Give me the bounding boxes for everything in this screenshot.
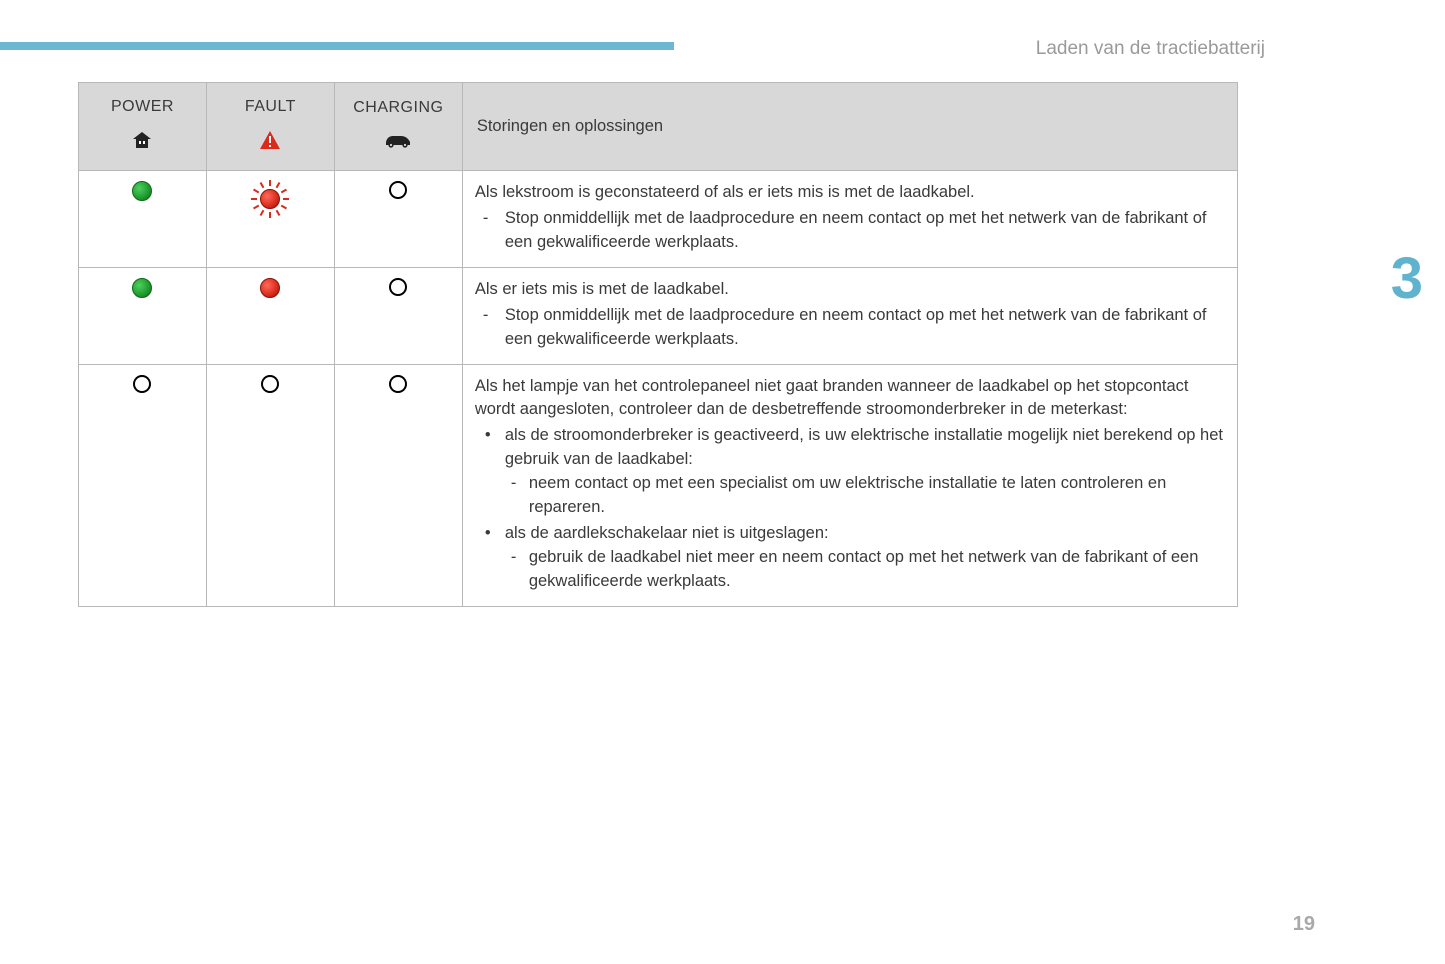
sub-list-item: gebruik de laadkabel niet meer en neem c… (505, 546, 1225, 594)
led-off (261, 375, 279, 393)
house-plug-icon (130, 136, 154, 154)
indicator-cell-charging (334, 171, 462, 268)
header-power: POWER (79, 83, 207, 171)
list-item: Stop onmiddellijk met de laadprocedure e… (475, 304, 1225, 352)
indicator-cell-fault (206, 364, 334, 606)
table-row: Als het lampje van het controlepaneel ni… (79, 364, 1238, 606)
led-green (132, 181, 152, 201)
car-icon (383, 135, 413, 153)
indicator-cell-power (79, 364, 207, 606)
indicator-cell-fault (206, 267, 334, 364)
header-power-label: POWER (91, 98, 194, 116)
header-charging: CHARGING (334, 83, 462, 171)
sub-list-item: neem contact op met een specialist om uw… (505, 472, 1225, 520)
warning-triangle-icon (259, 136, 281, 154)
description-cell: Als lekstroom is geconstateerd of als er… (462, 171, 1237, 268)
page-header-title: Laden van de tractiebatterij (1036, 38, 1265, 60)
indicator-cell-power (79, 171, 207, 268)
header-description: Storingen en oplossingen (462, 83, 1237, 171)
led-off (389, 181, 407, 199)
row-list: als de stroomonderbreker is geactiveerd,… (475, 424, 1225, 593)
led-red-flashing (252, 181, 288, 217)
led-green (132, 278, 152, 298)
indicator-cell-charging (334, 267, 462, 364)
fault-table: POWER FAULT (78, 82, 1238, 607)
list-item: als de stroomonderbreker is geactiveerd,… (475, 424, 1225, 520)
description-cell: Als het lampje van het controlepaneel ni… (462, 364, 1237, 606)
indicator-cell-power (79, 267, 207, 364)
table-row: Als lekstroom is geconstateerd of als er… (79, 171, 1238, 268)
indicator-cell-charging (334, 364, 462, 606)
row-list: Stop onmiddellijk met de laadprocedure e… (475, 207, 1225, 255)
led-red (260, 278, 280, 298)
sub-list: neem contact op met een specialist om uw… (505, 472, 1225, 520)
list-item: als de aardlekschakelaar niet is uitgesl… (475, 522, 1225, 594)
indicator-cell-fault (206, 171, 334, 268)
row-intro-text: Als het lampje van het controlepaneel ni… (475, 375, 1225, 423)
list-item: Stop onmiddellijk met de laadprocedure e… (475, 207, 1225, 255)
table-row: Als er iets mis is met de laadkabel.Stop… (79, 267, 1238, 364)
top-accent-bar (0, 42, 674, 50)
led-off (389, 375, 407, 393)
header-charging-label: CHARGING (347, 99, 450, 117)
row-list: Stop onmiddellijk met de laadprocedure e… (475, 304, 1225, 352)
section-number: 3 (1391, 245, 1423, 312)
row-intro-text: Als lekstroom is geconstateerd of als er… (475, 181, 1225, 205)
description-cell: Als er iets mis is met de laadkabel.Stop… (462, 267, 1237, 364)
table-body: Als lekstroom is geconstateerd of als er… (79, 171, 1238, 607)
header-fault: FAULT (206, 83, 334, 171)
row-intro-text: Als er iets mis is met de laadkabel. (475, 278, 1225, 302)
led-off (133, 375, 151, 393)
led-off (389, 278, 407, 296)
page-number: 19 (1293, 913, 1315, 936)
header-fault-label: FAULT (219, 98, 322, 116)
table-header-row: POWER FAULT (79, 83, 1238, 171)
sub-list: gebruik de laadkabel niet meer en neem c… (505, 546, 1225, 594)
